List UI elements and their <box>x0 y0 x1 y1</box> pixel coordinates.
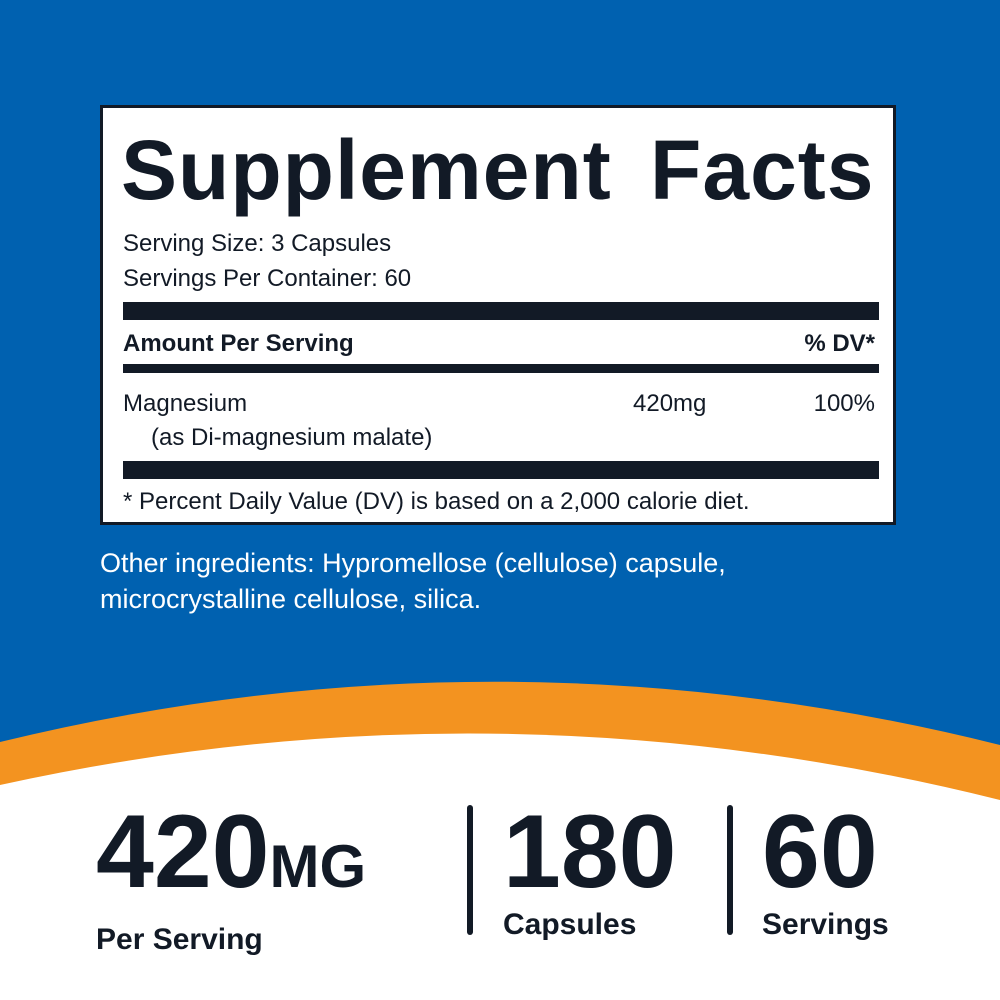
stat-value: 60 <box>762 794 878 910</box>
stat-unit: MG <box>269 833 367 900</box>
white-area <box>0 733 1000 1000</box>
stat-value: 180 <box>503 794 677 910</box>
stat-divider <box>727 805 733 935</box>
stat-label: Servings <box>762 908 889 941</box>
medium-divider <box>123 364 879 373</box>
stat-servings: 60 Servings <box>762 800 889 942</box>
other-ingredients: Other ingredients: Hypromellose (cellulo… <box>100 545 900 617</box>
servings-per-container: Servings Per Container: 60 <box>123 265 412 292</box>
stat-capsules: 180 Capsules <box>503 800 677 942</box>
stat-divider <box>467 805 473 935</box>
stat-value: 420 <box>96 794 270 910</box>
footnote: * Percent Daily Value (DV) is based on a… <box>123 488 750 515</box>
supplement-facts-panel: Supplement Facts Serving Size: 3 Capsule… <box>100 105 896 525</box>
other-ingredients-line1: Other ingredients: Hypromellose (cellulo… <box>100 548 726 578</box>
ingredient-source: (as Di-magnesium malate) <box>151 424 433 451</box>
amount-header: Amount Per Serving <box>123 330 354 357</box>
facts-title: Supplement Facts <box>121 123 875 217</box>
other-ingredients-line2: microcrystalline cellulose, silica. <box>100 584 482 614</box>
thick-divider <box>123 302 879 320</box>
stat-label: Capsules <box>503 908 637 941</box>
ingredient-name: Magnesium <box>123 390 248 417</box>
ingredient-dv: 100% <box>813 390 875 417</box>
thick-divider-bottom <box>123 461 879 479</box>
ingredient-amount: 420mg <box>633 390 707 417</box>
stat-per-serving: 420MG Per Serving <box>96 800 366 957</box>
dv-header: % DV* <box>804 330 875 357</box>
stat-label: Per Serving <box>96 923 263 956</box>
serving-size: Serving Size: 3 Capsules <box>123 230 392 257</box>
